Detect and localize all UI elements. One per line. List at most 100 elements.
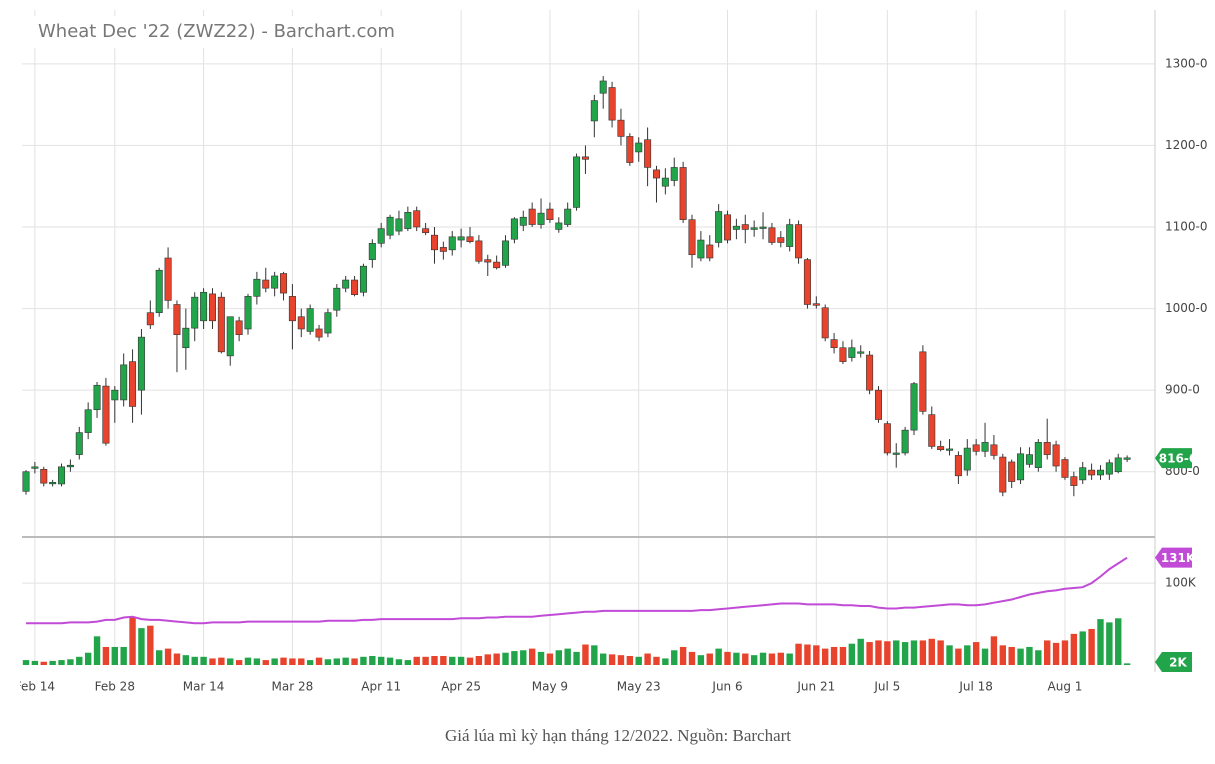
candle-body: [555, 222, 563, 230]
candle-body: [990, 444, 998, 456]
candle-body: [457, 236, 465, 241]
volume-bar: [280, 657, 287, 665]
candle-body: [244, 296, 252, 330]
candle-body: [439, 247, 447, 252]
volume-bar: [910, 640, 918, 665]
volume-bar: [253, 658, 261, 665]
candle-body: [688, 219, 696, 256]
candle-body: [599, 80, 607, 94]
candle-body: [58, 466, 66, 485]
volume-bar: [866, 642, 873, 665]
candle-body: [715, 211, 723, 243]
volume-bar: [1008, 646, 1015, 665]
volume-bar: [182, 655, 190, 665]
volume-bar: [591, 645, 598, 665]
candle-body: [368, 243, 376, 260]
x-tick-label: Jun 21: [796, 680, 835, 694]
volume-bar: [84, 652, 92, 665]
candle-body: [93, 384, 101, 411]
candle-body: [946, 448, 954, 451]
volume-bar: [1035, 650, 1042, 665]
volume-bar: [555, 650, 562, 665]
volume-bar: [742, 653, 749, 665]
volume-bar: [928, 638, 935, 665]
candle-body: [217, 296, 225, 353]
candle-body: [901, 429, 909, 454]
candle-body: [803, 259, 811, 305]
x-tick-label: Jul 18: [958, 680, 993, 694]
volume-bar: [822, 648, 829, 665]
volume-bar: [404, 660, 412, 665]
volume-bar: [937, 640, 944, 665]
candle-body: [235, 320, 243, 335]
x-tick-label: Apr 11: [361, 680, 401, 694]
volume-bar: [502, 652, 509, 665]
candle-body: [359, 265, 367, 293]
caption: Giá lúa mì kỳ hạn tháng 12/2022. Nguồn: …: [445, 726, 791, 745]
volume-bar: [457, 656, 465, 665]
candle-body: [137, 336, 145, 391]
candle-body: [493, 261, 501, 269]
candle-body: [759, 226, 767, 229]
candle-body: [786, 224, 794, 247]
x-tick-label: Aug 1: [1048, 680, 1083, 694]
volume-bar: [138, 628, 145, 665]
candle-body: [262, 279, 270, 289]
volume-bar: [777, 652, 784, 665]
candle-body: [777, 237, 785, 243]
volume-bar: [378, 656, 385, 665]
volume-bar: [972, 642, 980, 665]
volume-bar: [147, 625, 154, 665]
candle-body: [741, 224, 749, 230]
candle-body: [1043, 442, 1051, 455]
volume-bar: [697, 655, 705, 665]
volume-bar: [528, 648, 536, 665]
x-tick-label: Jul 5: [873, 680, 900, 694]
volume-bar: [582, 644, 589, 665]
candle-body: [448, 236, 456, 251]
volume-bar: [706, 653, 713, 665]
volume-bar: [1123, 663, 1131, 665]
candle-body: [324, 312, 332, 334]
volume-bar: [351, 658, 358, 665]
grid: [22, 10, 1155, 665]
candle-body: [164, 257, 172, 301]
volume-bar: [369, 655, 376, 665]
x-tick-label: Mar 28: [272, 680, 314, 694]
candle-body: [1034, 442, 1042, 468]
volume-bar: [1097, 619, 1104, 665]
x-tick-label: Feb 28: [95, 680, 135, 694]
candle-body: [191, 296, 199, 329]
volume-bar: [1044, 640, 1051, 665]
volume-bar: [475, 655, 483, 665]
candle-body: [750, 227, 758, 230]
candle-body: [280, 273, 288, 294]
candle-body: [49, 482, 57, 485]
volume-bar: [324, 659, 332, 665]
volume-bar: [289, 658, 296, 665]
volume-bar: [919, 640, 927, 665]
volume-bar: [413, 656, 420, 665]
candle-body: [102, 385, 110, 444]
candle-body: [288, 296, 296, 322]
volume-bar: [191, 656, 198, 665]
candle-body: [839, 347, 847, 362]
volume-bar: [360, 656, 367, 665]
value-tag: [1155, 448, 1192, 469]
candle-body: [22, 471, 30, 492]
candle-body: [608, 87, 616, 121]
volume-bar: [546, 653, 554, 665]
candle-body: [386, 216, 394, 236]
volume-bar: [164, 648, 172, 665]
volume-bar: [813, 645, 820, 665]
volume-bar: [884, 641, 891, 665]
candle-body: [315, 328, 323, 338]
chart-title: Wheat Dec '22 (ZWZ22) - Barchart.com: [38, 21, 395, 42]
candle-body: [661, 177, 669, 187]
candle-body: [1017, 453, 1025, 481]
candle-body: [954, 455, 962, 477]
x-tick-label: May 9: [532, 680, 568, 694]
candle-body: [919, 351, 927, 412]
volume-bar: [395, 659, 403, 665]
volume-bar: [484, 654, 491, 665]
